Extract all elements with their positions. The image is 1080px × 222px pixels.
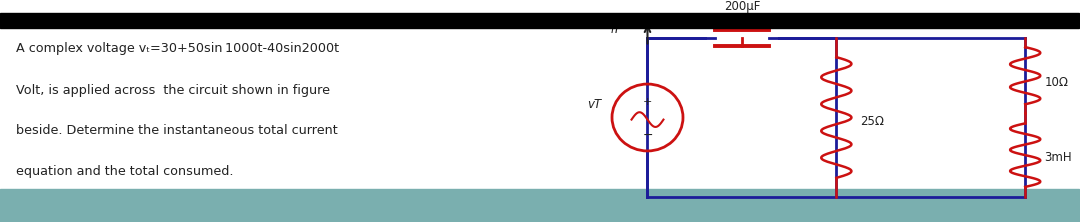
- Text: 200μF: 200μF: [724, 0, 760, 13]
- Text: beside. Determine the instantaneous total current: beside. Determine the instantaneous tota…: [16, 123, 338, 137]
- Text: 10Ω: 10Ω: [1044, 76, 1068, 89]
- Bar: [0, 13, 1079, 28]
- Text: 25Ω: 25Ω: [860, 115, 885, 128]
- Bar: [0, 188, 1079, 222]
- Text: −: −: [643, 129, 652, 142]
- Text: Volt, is applied across  the circuit shown in figure: Volt, is applied across the circuit show…: [16, 84, 330, 97]
- Text: +: +: [643, 97, 652, 107]
- Text: A complex voltage vₜ=30+50sin 1000t-40sin2000t: A complex voltage vₜ=30+50sin 1000t-40si…: [16, 42, 339, 55]
- Text: vT: vT: [588, 99, 602, 111]
- Text: equation and the total consumed.: equation and the total consumed.: [16, 165, 233, 178]
- Text: 3mH: 3mH: [1044, 151, 1072, 164]
- Text: iT: iT: [610, 23, 621, 36]
